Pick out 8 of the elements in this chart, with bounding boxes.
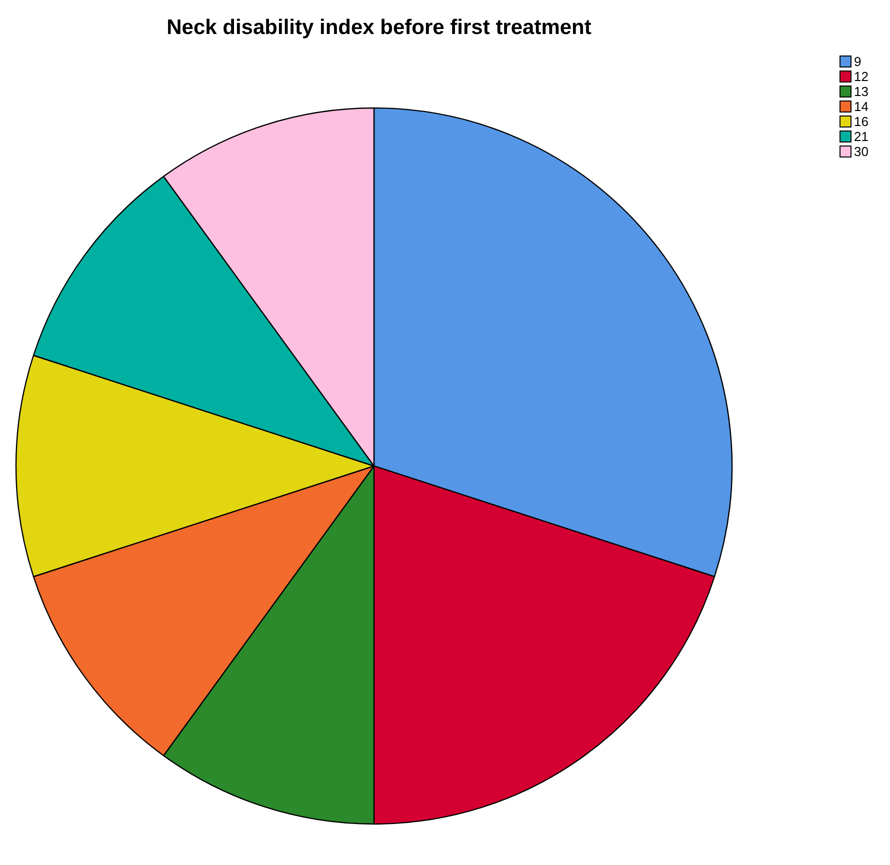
chart-title: Neck disability index before first treatment bbox=[166, 16, 592, 39]
legend-label: 21 bbox=[854, 129, 868, 144]
legend-label: 14 bbox=[854, 99, 868, 114]
legend-label: 30 bbox=[854, 144, 868, 159]
legend-label: 9 bbox=[854, 54, 862, 69]
legend-label: 16 bbox=[854, 114, 868, 129]
legend-label: 13 bbox=[854, 84, 868, 99]
legend-label: 12 bbox=[854, 69, 868, 84]
